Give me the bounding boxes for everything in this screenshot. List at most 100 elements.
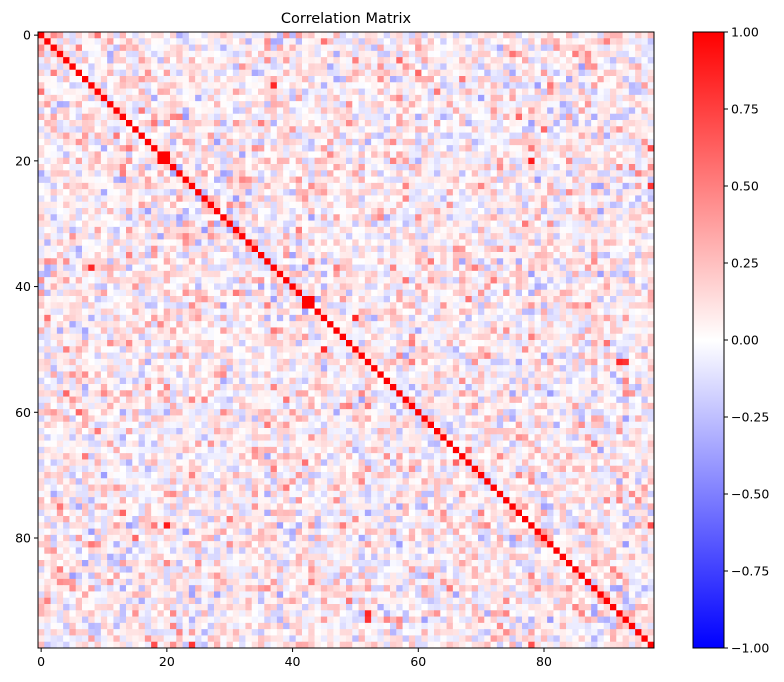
heatmap-cell-diagonal <box>320 314 328 322</box>
heatmap-cell <box>377 201 385 209</box>
heatmap-cell <box>364 176 372 184</box>
heatmap-cell <box>113 132 121 140</box>
heatmap-cell-diagonal <box>327 321 334 328</box>
heatmap-cell <box>38 170 45 177</box>
heatmap-cell <box>427 314 435 322</box>
heatmap-cell <box>616 138 623 146</box>
heatmap-cell <box>308 258 315 265</box>
heatmap-cell <box>226 296 234 303</box>
heatmap-cell <box>188 314 196 322</box>
heatmap-cell <box>94 63 102 71</box>
heatmap-cell <box>207 151 215 159</box>
heatmap-cell <box>490 63 498 71</box>
heatmap-cell <box>138 201 146 209</box>
heatmap-cell <box>157 157 165 165</box>
heatmap-cell <box>302 145 309 152</box>
heatmap-cell <box>402 157 410 165</box>
heatmap-cell <box>226 63 234 71</box>
heatmap-cell <box>427 252 435 259</box>
heatmap-cell <box>559 264 567 272</box>
heatmap-cell <box>484 189 491 196</box>
heatmap-cell <box>364 277 372 284</box>
heatmap-cell <box>402 258 410 265</box>
heatmap-cell <box>258 182 265 190</box>
heatmap-cell <box>50 283 58 291</box>
heatmap-cell <box>308 151 315 159</box>
heatmap-cell <box>151 195 158 203</box>
heatmap-cell <box>478 145 485 152</box>
heatmap-cell <box>264 101 271 108</box>
heatmap-cell <box>390 189 397 196</box>
heatmap-cell <box>119 220 127 228</box>
heatmap-cell <box>182 94 190 102</box>
heatmap-cell <box>540 189 548 196</box>
heatmap-cell <box>151 182 158 190</box>
heatmap-cell <box>547 239 554 247</box>
heatmap-cell <box>75 220 83 228</box>
heatmap-cell <box>176 113 183 121</box>
heatmap-cell <box>522 176 529 184</box>
heatmap-cell <box>100 302 108 309</box>
heatmap-cell <box>566 233 573 240</box>
heatmap-cell <box>402 170 410 177</box>
heatmap-cell <box>603 239 611 247</box>
heatmap-cell <box>144 321 152 328</box>
heatmap-cell <box>251 120 259 127</box>
heatmap-cell <box>308 88 315 96</box>
heatmap-cell <box>628 50 636 58</box>
heatmap-cell <box>522 258 529 265</box>
heatmap-cell <box>484 157 491 165</box>
heatmap-cell <box>597 101 605 108</box>
heatmap-cell <box>415 245 422 253</box>
heatmap-cell <box>402 126 410 133</box>
heatmap-cell <box>327 333 334 341</box>
heatmap-cell <box>100 258 108 265</box>
heatmap-cell <box>390 308 397 316</box>
heatmap-cell <box>540 120 548 127</box>
heatmap-cell <box>144 182 152 190</box>
heatmap-cell <box>308 138 315 146</box>
heatmap-cell <box>50 340 58 347</box>
heatmap-cell <box>107 157 114 165</box>
heatmap-cell <box>628 208 636 215</box>
heatmap-cell <box>100 88 108 96</box>
heatmap-cell <box>528 138 535 146</box>
heatmap-cell <box>170 50 177 58</box>
heatmap-cell <box>358 239 366 247</box>
heatmap-cell <box>584 107 592 115</box>
heatmap-cell <box>591 226 598 234</box>
heatmap-cell <box>635 270 642 278</box>
heatmap-cell <box>50 258 58 265</box>
heatmap-cell <box>603 88 611 96</box>
heatmap-cell <box>94 252 102 259</box>
heatmap-cell <box>270 50 278 58</box>
heatmap-cell <box>50 327 58 335</box>
heatmap-cell <box>528 145 535 152</box>
heatmap-cell <box>119 239 127 247</box>
heatmap-cell <box>591 164 598 171</box>
heatmap-cell <box>119 69 127 77</box>
heatmap-cell <box>144 208 152 215</box>
heatmap-cell <box>509 132 517 140</box>
heatmap-cell <box>214 340 221 347</box>
heatmap-cell <box>597 82 605 89</box>
heatmap-cell <box>647 101 655 108</box>
heatmap-cell <box>157 32 165 39</box>
heatmap-cell <box>540 302 548 309</box>
heatmap-cell <box>358 44 366 52</box>
heatmap-cell <box>207 220 215 228</box>
heatmap-cell <box>496 252 504 259</box>
heatmap-cell <box>75 314 83 322</box>
heatmap-cell <box>616 308 623 316</box>
heatmap-cell <box>264 327 271 335</box>
heatmap-cell <box>383 88 391 96</box>
heatmap-cell <box>69 94 77 102</box>
heatmap-cell <box>258 195 265 203</box>
heatmap-cell <box>207 208 215 215</box>
heatmap-cell <box>289 201 297 209</box>
heatmap-cell <box>276 120 284 127</box>
heatmap-cell <box>308 132 315 140</box>
heatmap-cell <box>515 195 523 203</box>
heatmap-cell <box>647 94 655 102</box>
heatmap-cell <box>276 138 284 146</box>
